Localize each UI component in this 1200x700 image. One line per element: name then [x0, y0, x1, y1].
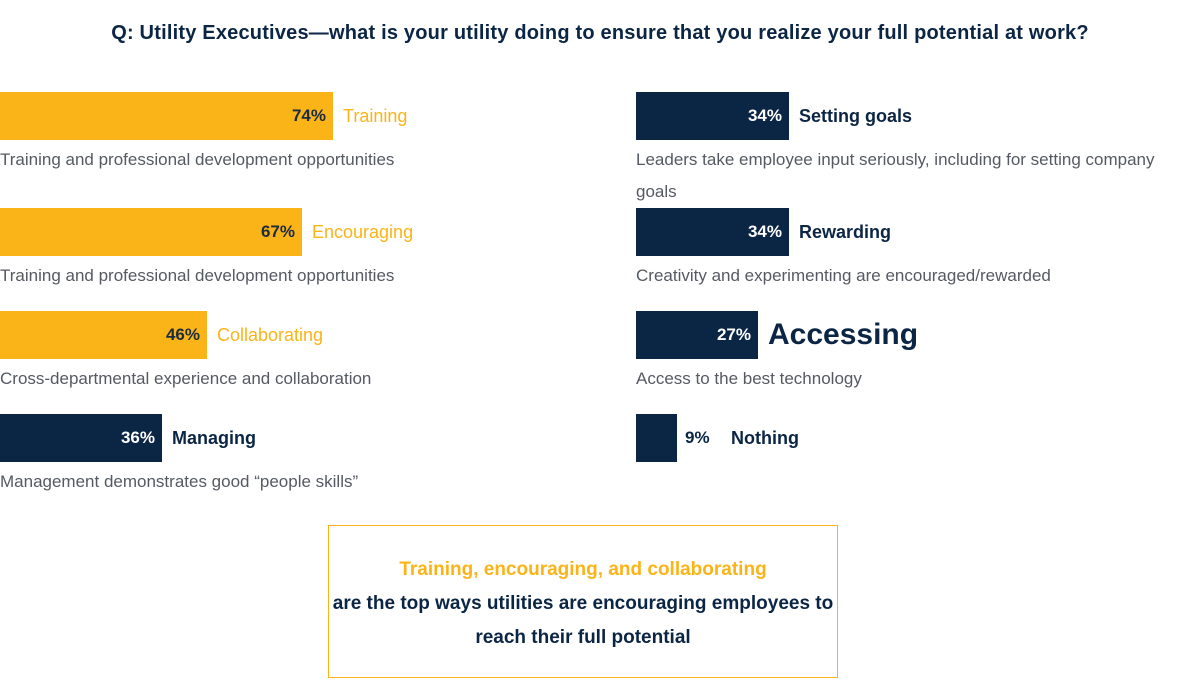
value-label-training: 74%: [291, 106, 326, 125]
bar-nothing: [636, 414, 677, 462]
category-label-rewarding: Rewarding: [799, 222, 892, 242]
description-training: Training and professional development op…: [0, 150, 395, 169]
bar-accessing: [636, 311, 758, 359]
summary-highlight: Training, encouraging, and collaborating: [399, 559, 767, 580]
category-label-encouraging: Encouraging: [312, 222, 414, 242]
bar-setting-goals: [636, 92, 789, 140]
category-label-training: Training: [343, 106, 408, 126]
value-label-managing: 36%: [120, 428, 155, 447]
category-label-collaborating: Collaborating: [217, 325, 324, 345]
value-label-rewarding: 34%: [747, 222, 782, 241]
bar-encouraging: [0, 208, 302, 256]
description-setting-goals: Leaders take employee input seriously, i…: [636, 150, 1155, 201]
category-label-nothing: Nothing: [731, 428, 799, 448]
description-rewarding: Creativity and experimenting are encoura…: [636, 266, 1051, 285]
description-managing: Management demonstrates good “people ski…: [0, 472, 359, 491]
category-label-setting-goals: Setting goals: [799, 106, 913, 126]
value-label-setting-goals: 34%: [747, 106, 782, 125]
summary-callout: Training, encouraging, and collaborating…: [328, 525, 838, 678]
summary-text: are the top ways utilities are encouragi…: [332, 593, 834, 648]
bar-collaborating: [0, 311, 207, 359]
bar-managing: [0, 414, 162, 462]
description-accessing: Access to the best technology: [636, 369, 862, 388]
value-label-accessing: 27%: [716, 325, 751, 344]
description-collaborating: Cross-departmental experience and collab…: [0, 369, 372, 388]
chart-title: Q: Utility Executives—what is your utili…: [111, 22, 1089, 44]
description-encouraging: Training and professional development op…: [0, 266, 395, 285]
category-label-managing: Managing: [172, 428, 256, 448]
value-label-collaborating: 46%: [165, 325, 200, 344]
bar-training: [0, 92, 333, 140]
value-label-nothing: 9%: [685, 428, 710, 447]
category-label-accessing: Accessing: [768, 318, 919, 351]
bar-rewarding: [636, 208, 789, 256]
value-label-encouraging: 67%: [260, 222, 295, 241]
